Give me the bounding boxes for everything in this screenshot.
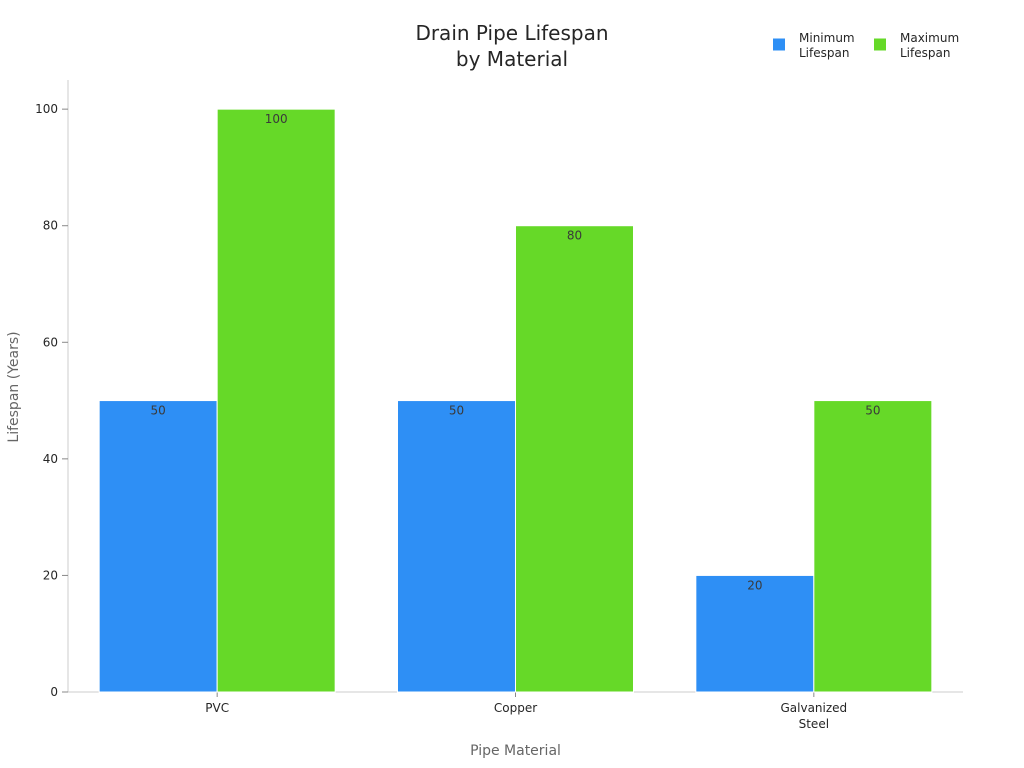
chart-title-line: by Material xyxy=(456,47,568,71)
x-tick-label: PVC xyxy=(205,701,229,715)
bar xyxy=(813,400,933,693)
bar-value-label: 100 xyxy=(265,112,288,126)
legend-label: Maximum xyxy=(900,31,959,45)
y-tick-label: 80 xyxy=(43,219,58,233)
bar xyxy=(515,225,634,693)
y-tick-label: 20 xyxy=(43,568,58,582)
legend-label: Lifespan xyxy=(799,46,849,60)
bar xyxy=(695,574,815,693)
bar xyxy=(98,400,218,693)
bar xyxy=(397,400,516,693)
legend-label: Lifespan xyxy=(900,46,950,60)
y-tick-label: 100 xyxy=(35,102,58,116)
y-tick-label: 0 xyxy=(50,685,58,699)
bar-value-label: 50 xyxy=(151,404,166,418)
x-axis-title: Pipe Material xyxy=(470,743,561,759)
bars xyxy=(98,108,933,693)
legend-swatch xyxy=(773,38,785,51)
data-labels: 50 100 50 80 20 50 xyxy=(151,112,881,592)
y-tick-label: 60 xyxy=(43,335,58,349)
bar-value-label: 20 xyxy=(747,578,762,592)
axes: 0 20 40 60 80 100 PVC Copper Galvanized Steel Pipe… xyxy=(6,80,963,759)
legend-label: Minimum xyxy=(799,31,855,45)
y-tick-label: 40 xyxy=(43,452,58,466)
bar-value-label: 50 xyxy=(449,404,464,418)
chart-title-line: Drain Pipe Lifespan xyxy=(415,21,608,45)
bar-value-label: 80 xyxy=(567,229,582,243)
x-tick-label: Copper xyxy=(494,701,537,715)
bar-value-label: 50 xyxy=(865,404,880,418)
x-tick-label: Steel xyxy=(799,717,829,731)
legend-swatch xyxy=(874,38,886,51)
y-axis-title: Lifespan (Years) xyxy=(6,331,22,442)
bar xyxy=(216,108,336,693)
x-tick-label: Galvanized xyxy=(780,701,847,715)
